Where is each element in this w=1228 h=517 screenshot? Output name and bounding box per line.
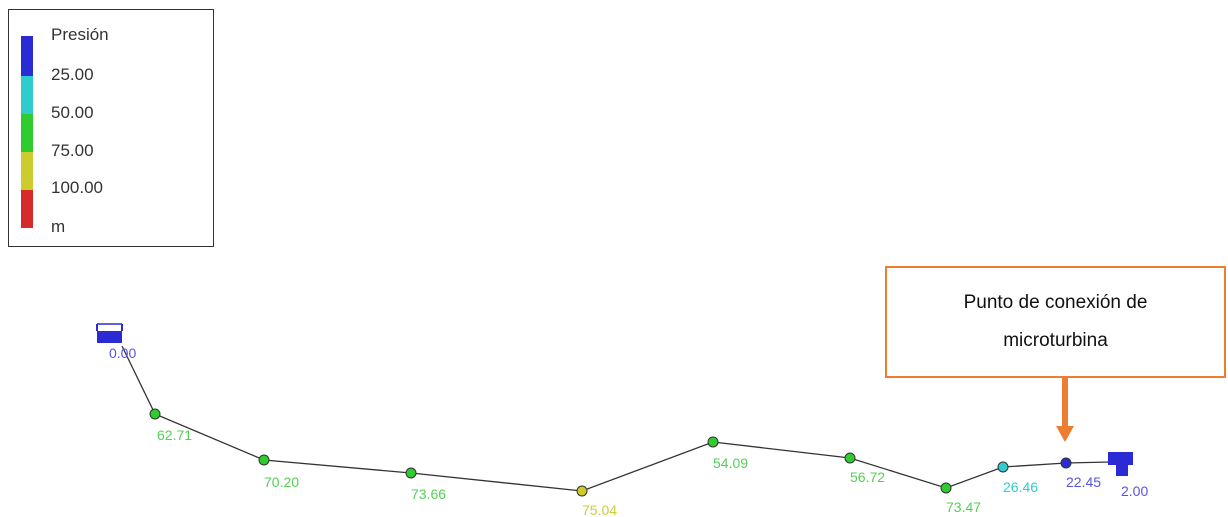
tank-body xyxy=(1108,452,1133,465)
junction-node xyxy=(707,436,719,448)
junction-node xyxy=(149,408,161,420)
legend-swatch-green xyxy=(21,114,33,152)
node-label: 73.66 xyxy=(411,486,446,502)
callout-box: Punto de conexión de microturbina xyxy=(885,266,1226,378)
node-label: 70.20 xyxy=(264,474,299,490)
legend-threshold: 25.00 xyxy=(51,65,94,84)
node-label: 54.09 xyxy=(713,455,748,471)
tank-stem xyxy=(1116,464,1128,476)
reservoir-icon xyxy=(96,323,123,343)
node-label: 2.00 xyxy=(1121,483,1148,499)
junction-node xyxy=(844,452,856,464)
node-labels: 0.00 62.71 70.20 73.66 75.04 54.09 56.72… xyxy=(109,345,1148,517)
legend-unit: m xyxy=(51,217,66,236)
legend-threshold: 75.00 xyxy=(51,141,94,160)
reservoir-body xyxy=(97,331,122,343)
legend-title: Presión xyxy=(51,25,109,44)
legend-swatch-blue xyxy=(21,36,33,76)
legend-swatch-red xyxy=(21,190,33,228)
junction-node xyxy=(940,482,952,494)
callout-text-line: Punto de conexión de xyxy=(963,292,1148,313)
node-label: 73.47 xyxy=(946,499,981,515)
callout-text-line: microturbina xyxy=(1003,330,1108,351)
node-label: 22.45 xyxy=(1066,474,1101,490)
node-label: 26.46 xyxy=(1003,479,1038,495)
node-label: 0.00 xyxy=(109,345,136,361)
junction-node xyxy=(576,485,588,497)
junction-node xyxy=(1060,457,1072,469)
arrow-shaft xyxy=(1062,378,1068,428)
legend-threshold: 50.00 xyxy=(51,103,94,122)
legend-swatch-cyan xyxy=(21,76,33,114)
node-label: 62.71 xyxy=(157,427,192,443)
callout-text: Punto de conexión de microturbina xyxy=(887,284,1224,360)
junction-node xyxy=(405,467,417,479)
junction-node xyxy=(258,454,270,466)
legend-swatch-yellow xyxy=(21,152,33,190)
node-label: 75.04 xyxy=(582,502,617,517)
tank-icon xyxy=(1108,452,1133,476)
junction-node xyxy=(997,461,1009,473)
legend-threshold: 100.00 xyxy=(51,178,103,197)
arrow-head xyxy=(1056,426,1074,442)
callout-arrow-icon xyxy=(1056,378,1074,442)
node-label: 56.72 xyxy=(850,469,885,485)
junction-nodes xyxy=(149,408,1072,497)
pressure-legend: Presión 25.00 50.00 75.00 100.00 m xyxy=(8,9,214,247)
